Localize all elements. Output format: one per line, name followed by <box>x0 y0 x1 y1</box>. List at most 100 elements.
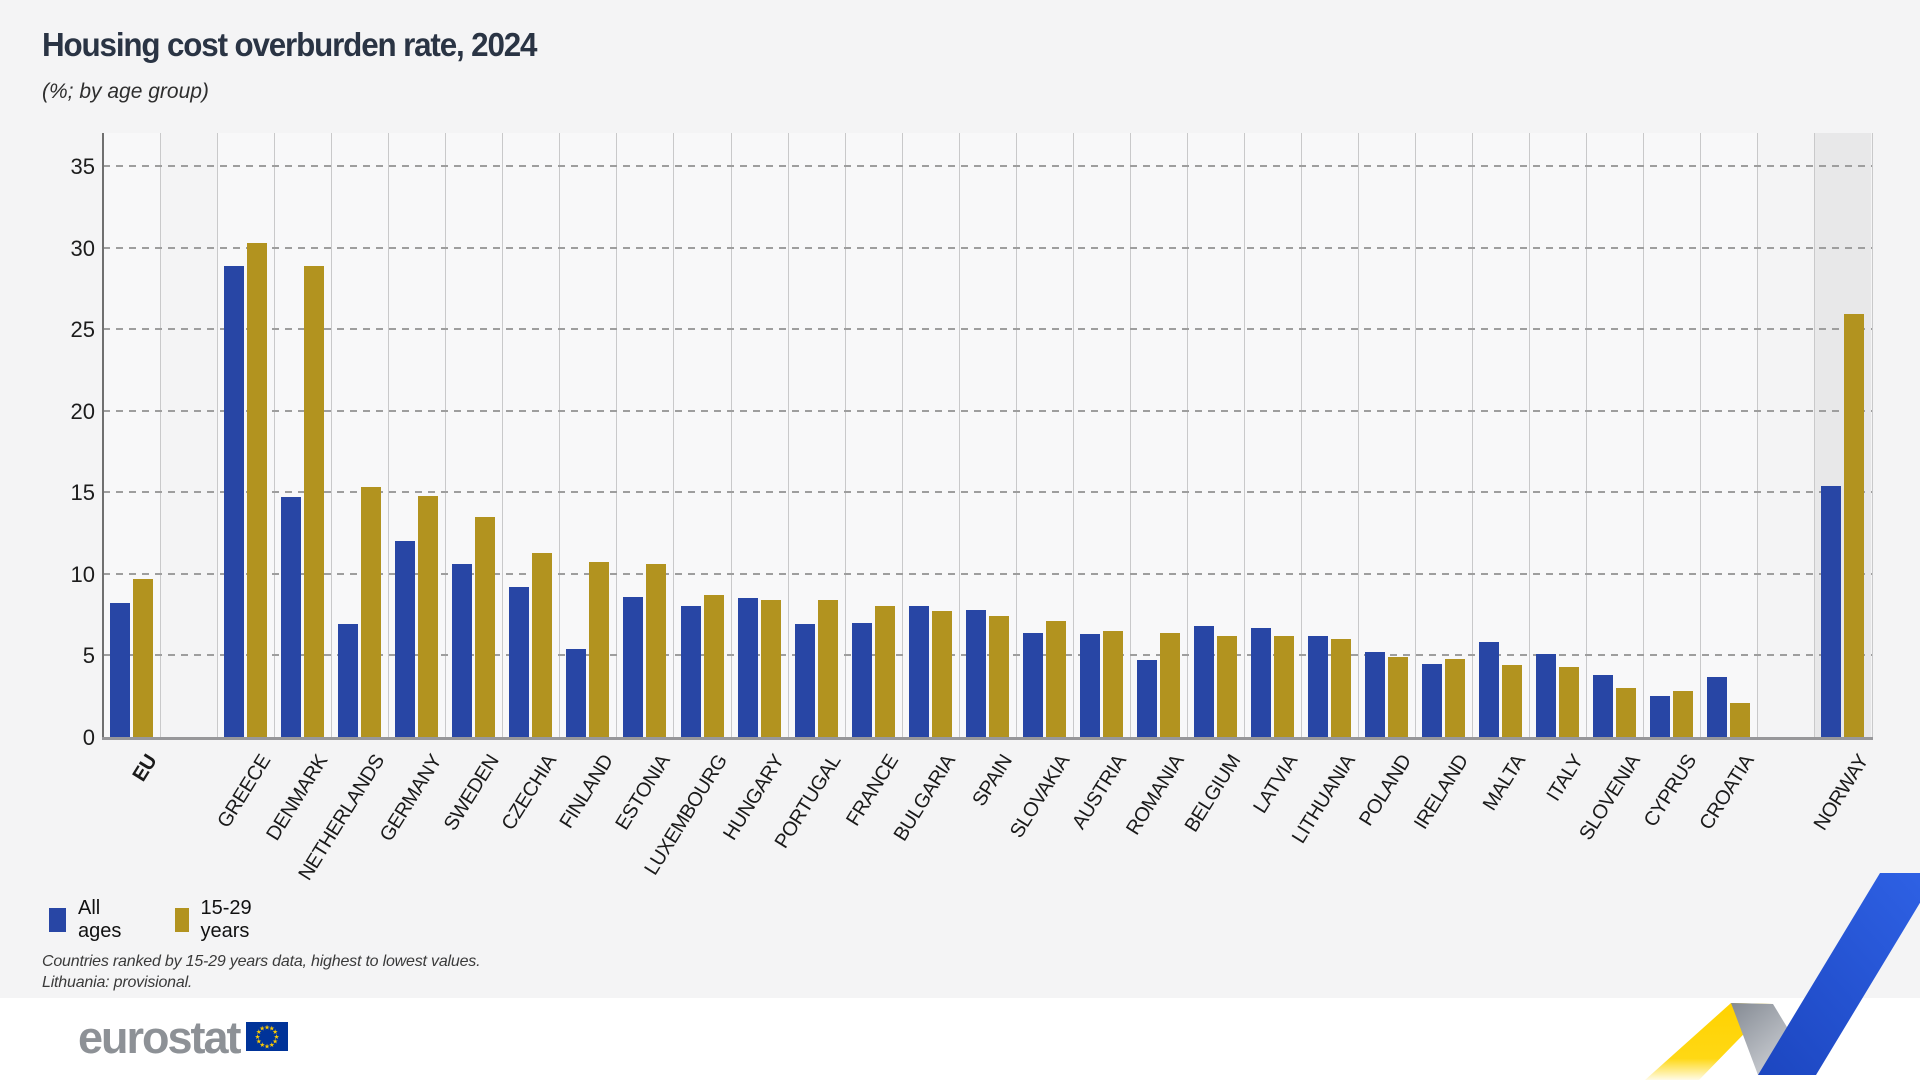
column-gridline <box>787 133 789 737</box>
column-gridline <box>1186 133 1188 737</box>
bar-all-ages-france <box>851 623 872 737</box>
bar-all-ages-slovakia <box>1022 633 1043 737</box>
gridline-10 <box>103 572 1872 575</box>
column-gridline <box>730 133 732 737</box>
bar-15-29-netherlands <box>361 487 382 737</box>
column-gridline <box>388 133 390 737</box>
chart-subtitle: (%; by age group) <box>42 80 209 103</box>
x-axis-label-belgium: BELGIUM <box>1180 751 1246 837</box>
bar-all-ages-finland <box>566 649 587 737</box>
column-gridline <box>1015 133 1017 737</box>
svg-text:★: ★ <box>269 1041 275 1049</box>
bar-all-ages-greece <box>224 266 245 737</box>
y-tick-label: 20 <box>70 398 95 424</box>
bar-all-ages-italy <box>1536 654 1557 737</box>
plot-column-croatia <box>1700 133 1758 737</box>
svg-text:★: ★ <box>272 1028 278 1036</box>
footnotes: Countries ranked by 15-29 years data, hi… <box>42 951 481 993</box>
column-gridline <box>844 133 846 737</box>
y-tick-label: 5 <box>82 643 95 669</box>
page-title: Housing cost overburden rate, 2024 <box>42 26 537 63</box>
bar-15-29-portugal <box>817 600 838 737</box>
column-gridline <box>274 133 276 737</box>
bar-all-ages-portugal <box>794 624 815 737</box>
bar-all-ages-slovenia <box>1593 675 1614 737</box>
bar-all-ages-denmark <box>281 497 302 737</box>
bar-all-ages-poland <box>1365 652 1386 737</box>
column-gridline <box>1586 133 1588 737</box>
column-gridline <box>958 133 960 737</box>
bar-15-29-eu <box>133 579 154 737</box>
bar-15-29-greece <box>247 243 268 737</box>
bar-all-ages-luxembourg <box>680 606 701 737</box>
plot-column-ireland <box>1415 133 1473 737</box>
x-axis-label-austria: AUSTRIA <box>1068 751 1132 834</box>
column-gridline <box>1700 133 1702 737</box>
column-gridline <box>1643 133 1645 737</box>
column-gridline <box>673 133 675 737</box>
x-axis-label-france: FRANCE <box>842 751 903 830</box>
bar-15-29-ireland <box>1445 659 1466 737</box>
all-ages-swatch <box>49 908 66 932</box>
x-axis-label-romania: ROMANIA <box>1121 751 1189 839</box>
bar-15-29-croatia <box>1730 703 1751 737</box>
y-tick-label: 0 <box>82 725 95 750</box>
gridline-30 <box>103 246 1872 249</box>
bar-15-29-poland <box>1388 657 1409 737</box>
bar-all-ages-belgium <box>1193 626 1214 737</box>
x-axis-label-ireland: IRELAND <box>1410 751 1474 834</box>
bar-15-29-romania <box>1159 633 1180 737</box>
bar-15-29-lithuania <box>1331 639 1352 737</box>
bar-15-29-estonia <box>646 564 667 737</box>
gridline-20 <box>103 409 1872 412</box>
eurostat-logo-text: eurostat <box>78 1012 242 1063</box>
bar-15-29-luxembourg <box>703 595 724 737</box>
column-gridline <box>1472 133 1474 737</box>
bar-all-ages-bulgaria <box>908 606 929 737</box>
column-gridline <box>1243 133 1245 737</box>
bar-all-ages-lithuania <box>1308 636 1329 737</box>
y-tick-label: 15 <box>70 480 95 506</box>
column-gridline <box>1129 133 1131 737</box>
x-axis-label-eu: EU <box>128 751 162 786</box>
column-gridline <box>445 133 447 737</box>
bar-all-ages-sweden <box>452 564 473 737</box>
svg-text:★: ★ <box>264 1023 270 1031</box>
bar-15-29-germany <box>418 496 439 737</box>
eu-flag-icon: ★★★★★★★★★★★★ <box>246 1022 288 1051</box>
x-axis-label-croatia: CROATIA <box>1695 751 1759 834</box>
plot-column-slovenia <box>1586 133 1644 737</box>
column-gridline <box>160 133 162 737</box>
bar-15-29-sweden <box>475 517 496 737</box>
column-gridline <box>331 133 333 737</box>
legend-label: All ages <box>77 897 122 942</box>
x-axis-label-sweden: SWEDEN <box>439 751 504 835</box>
x-axis-label-czechia: CZECHIA <box>497 751 561 835</box>
plot-column-italy <box>1529 133 1587 737</box>
bar-all-ages-eu <box>110 603 131 737</box>
x-axis-label-norway: NORWAY <box>1809 751 1873 835</box>
eurostat-swoosh-graphic <box>1645 873 1920 1080</box>
x-axis-baseline <box>102 737 1873 740</box>
svg-text:★: ★ <box>274 1033 280 1041</box>
gridline-35 <box>103 165 1872 167</box>
youth-swatch <box>175 908 189 932</box>
column-gridline <box>217 133 219 737</box>
x-axis-label-spain: SPAIN <box>968 751 1017 811</box>
x-axis-label-poland: POLAND <box>1355 751 1417 830</box>
bar-15-29-spain <box>988 616 1009 737</box>
plot-column-malta <box>1472 133 1530 737</box>
svg-text:★: ★ <box>259 1041 265 1049</box>
bar-15-29-france <box>874 606 895 737</box>
y-tick-label: 25 <box>70 317 95 343</box>
x-axis-label-latvia: LATVIA <box>1249 751 1303 818</box>
svg-text:★: ★ <box>256 1028 262 1036</box>
x-axis-label-estonia: ESTONIA <box>611 751 675 834</box>
svg-text:★: ★ <box>259 1025 265 1033</box>
x-axis-label-italy: ITALY <box>1542 751 1588 806</box>
bar-15-29-austria <box>1102 631 1123 737</box>
y-tick-label: 30 <box>70 235 95 261</box>
bar-all-ages-latvia <box>1250 628 1271 737</box>
bar-all-ages-cyprus <box>1650 696 1671 737</box>
